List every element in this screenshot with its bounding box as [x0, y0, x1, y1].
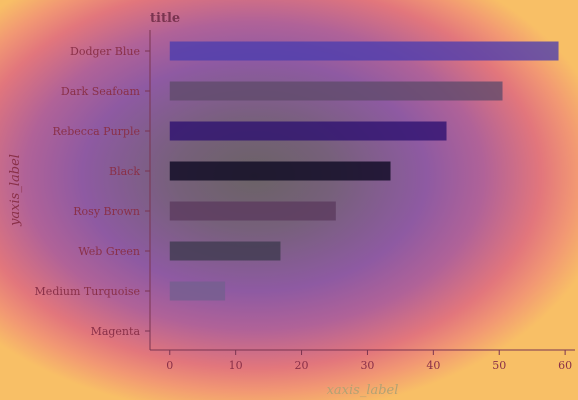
y-tick-label: Dodger Blue [70, 45, 140, 58]
y-tick-label: Rosy Brown [73, 205, 140, 218]
x-axis-label: xaxis_label [327, 383, 399, 398]
bar-black [169, 161, 391, 181]
y-tick-label: Web Green [78, 245, 140, 258]
x-tick-label: 50 [492, 359, 506, 372]
x-tick-label: 30 [360, 359, 374, 372]
chart-title: title [150, 11, 180, 26]
bar-rosy-brown [169, 201, 336, 221]
x-tick-label: 10 [229, 359, 243, 372]
x-tick-label: 20 [295, 359, 309, 372]
bar-rebecca-purple [169, 121, 447, 141]
y-tick-label: Dark Seafoam [61, 85, 141, 98]
x-axis-ticks: 0 10 20 30 40 50 60 [166, 350, 572, 372]
y-axis-ticks: Dodger Blue Dark Seafoam Rebecca Purple Bla… [35, 45, 150, 338]
bar-medium-turquoise [169, 281, 226, 301]
x-tick-label: 60 [558, 359, 572, 372]
y-tick-label: Black [109, 165, 140, 178]
bars-group [169, 41, 559, 301]
y-tick-label: Magenta [91, 325, 141, 338]
bar-web-green [169, 241, 281, 261]
y-tick-label: Medium Turquoise [35, 285, 140, 298]
y-tick-label: Rebecca Purple [52, 125, 140, 138]
y-axis-label: yaxis_label [8, 154, 23, 227]
x-tick-label: 0 [166, 359, 173, 372]
bar-dark-seafoam [169, 81, 503, 101]
x-tick-label: 40 [426, 359, 440, 372]
bar-dodger-blue [169, 41, 559, 61]
